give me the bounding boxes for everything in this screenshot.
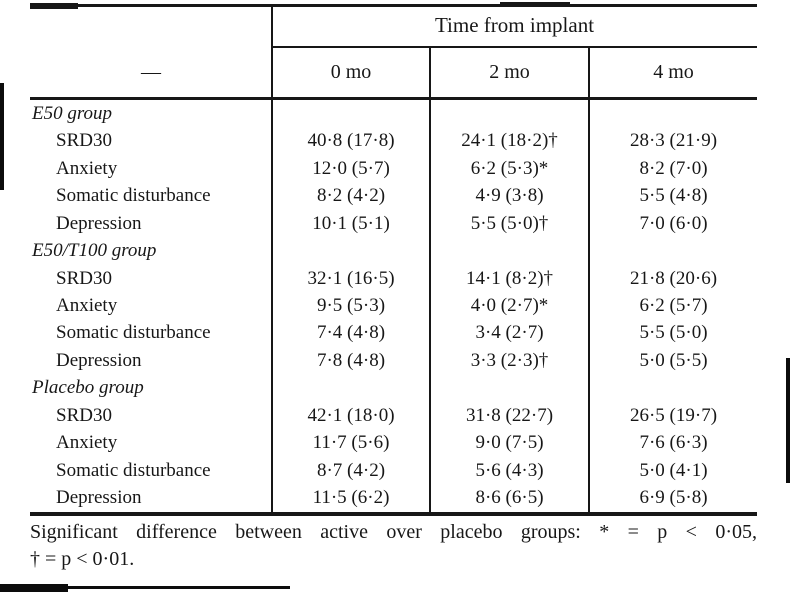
- row-label: Somatic disturbance: [56, 322, 211, 344]
- cell-4mo: 7·0 (6·0): [639, 212, 708, 234]
- scan-artifact-bottom-bar: [0, 584, 68, 592]
- table-row: Depression 7·8 (4·8) 3·3 (2·3)† 5·0 (5·5…: [0, 347, 790, 374]
- cell-2mo: 8·6 (6·5): [475, 487, 544, 509]
- column-header-2mo: 2 mo: [489, 61, 530, 83]
- column-divider-3: [588, 46, 590, 514]
- cell-2mo: 4·0 (2·7)*: [470, 295, 549, 317]
- column-divider-1: [271, 4, 273, 514]
- header-bottom-rule: [30, 97, 757, 100]
- cell-4mo: 5·5 (5·0): [639, 322, 708, 344]
- group-header-row: Placebo group: [0, 375, 790, 402]
- column-divider-2: [429, 46, 431, 514]
- group-label: E50 group: [32, 102, 113, 124]
- row-label: Anxiety: [56, 295, 118, 317]
- cell-2mo: 5·5 (5·0)†: [470, 212, 549, 234]
- row-label: Depression: [56, 212, 142, 234]
- corner-dash-label: —: [141, 61, 161, 83]
- row-label: Somatic disturbance: [56, 185, 211, 207]
- cell-0mo: 40·8 (17·8): [307, 130, 395, 152]
- cell-4mo: 6·9 (5·8): [639, 487, 708, 509]
- table-row: SRD30 42·1 (18·0) 31·8 (22·7) 26·5 (19·7…: [0, 402, 790, 429]
- cell-0mo: 10·1 (5·1): [312, 212, 390, 234]
- row-label: Anxiety: [56, 432, 118, 454]
- row-label: Depression: [56, 349, 142, 371]
- row-label: Depression: [56, 487, 142, 509]
- row-label: SRD30: [56, 267, 112, 289]
- cell-4mo: 5·5 (4·8): [639, 185, 708, 207]
- table-row: SRD30 40·8 (17·8) 24·1 (18·2)† 28·3 (21·…: [0, 127, 790, 154]
- cell-0mo: 11·7 (5·6): [312, 432, 390, 454]
- group-label: Placebo group: [32, 377, 144, 399]
- cell-2mo: 3·3 (2·3)†: [470, 349, 549, 371]
- cell-0mo: 12·0 (5·7): [312, 157, 390, 179]
- row-label: SRD30: [56, 404, 112, 426]
- group-header-row: E50 group: [0, 100, 790, 127]
- table-top-rule: [30, 4, 757, 7]
- table-bottom-rule: [30, 512, 757, 516]
- cell-4mo: 26·5 (19·7): [629, 404, 718, 426]
- row-label: Somatic disturbance: [56, 459, 211, 481]
- scan-artifact-bottom-line: [64, 586, 290, 589]
- table-row: SRD30 32·1 (16·5) 14·1 (8·2)† 21·8 (20·6…: [0, 265, 790, 292]
- group-label: E50/T100 group: [32, 240, 157, 262]
- column-header-4mo: 4 mo: [653, 61, 694, 83]
- cell-2mo: 3·4 (2·7): [475, 322, 544, 344]
- span-header-time-from-implant: Time from implant: [434, 12, 595, 37]
- table-row: Anxiety 12·0 (5·7) 6·2 (5·3)* 8·2 (7·0): [0, 155, 790, 182]
- cell-0mo: 8·7 (4·2): [316, 459, 386, 481]
- cell-0mo: 9·5 (5·3): [316, 295, 386, 317]
- group-header-row: E50/T100 group: [0, 237, 790, 264]
- cell-2mo: 6·2 (5·3)*: [470, 157, 549, 179]
- scan-artifact-top-blip: [500, 2, 570, 7]
- cell-2mo: 5·6 (4·3): [475, 459, 544, 481]
- table-row: Somatic disturbance 8·7 (4·2) 5·6 (4·3) …: [0, 457, 790, 484]
- scan-artifact-top-left: [30, 3, 78, 9]
- table-row: Depression 11·5 (6·2) 8·6 (6·5) 6·9 (5·8…: [0, 485, 790, 512]
- table-footnote: Significant difference between active ov…: [30, 519, 757, 573]
- footnote-line-2: † = p < 0·01.: [30, 548, 135, 570]
- column-header-row: — 0 mo 2 mo 4 mo: [0, 48, 790, 97]
- cell-0mo: 7·8 (4·8): [316, 349, 386, 371]
- cell-4mo: 7·6 (6·3): [639, 432, 708, 454]
- table-body: E50 group SRD30 40·8 (17·8) 24·1 (18·2)†…: [0, 100, 790, 512]
- table-row: Somatic disturbance 8·2 (4·2) 4·9 (3·8) …: [0, 182, 790, 209]
- cell-4mo: 6·2 (5·7): [639, 295, 708, 317]
- cell-4mo: 5·0 (4·1): [639, 459, 708, 481]
- cell-0mo: 8·2 (4·2): [316, 185, 386, 207]
- cell-2mo: 14·1 (8·2)†: [465, 267, 554, 289]
- cell-2mo: 4·9 (3·8): [475, 185, 544, 207]
- row-label: SRD30: [56, 130, 112, 152]
- cell-0mo: 42·1 (18·0): [307, 404, 395, 426]
- table-row: Depression 10·1 (5·1) 5·5 (5·0)† 7·0 (6·…: [0, 210, 790, 237]
- cell-2mo: 9·0 (7·5): [475, 432, 544, 454]
- cell-4mo: 5·0 (5·5): [639, 349, 708, 371]
- cell-4mo: 8·2 (7·0): [639, 157, 708, 179]
- cell-4mo: 21·8 (20·6): [629, 267, 718, 289]
- cell-4mo: 28·3 (21·9): [629, 130, 718, 152]
- scan-artifact-left-edge: [0, 83, 4, 190]
- span-header-bottom-rule: [272, 46, 757, 48]
- cell-2mo: 31·8 (22·7): [465, 404, 554, 426]
- cell-2mo: 24·1 (18·2)†: [461, 130, 558, 152]
- row-label: Anxiety: [56, 157, 118, 179]
- table-row: Somatic disturbance 7·4 (4·8) 3·4 (2·7) …: [0, 320, 790, 347]
- scan-artifact-right-edge: [786, 358, 790, 483]
- cell-0mo: 32·1 (16·5): [307, 267, 395, 289]
- column-header-0mo: 0 mo: [330, 61, 372, 83]
- table-row: Anxiety 11·7 (5·6) 9·0 (7·5) 7·6 (6·3): [0, 430, 790, 457]
- cell-0mo: 7·4 (4·8): [316, 322, 386, 344]
- table-row: Anxiety 9·5 (5·3) 4·0 (2·7)* 6·2 (5·7): [0, 292, 790, 319]
- cell-0mo: 11·5 (6·2): [312, 487, 390, 509]
- footnote-line-1: Significant difference between active ov…: [30, 521, 757, 543]
